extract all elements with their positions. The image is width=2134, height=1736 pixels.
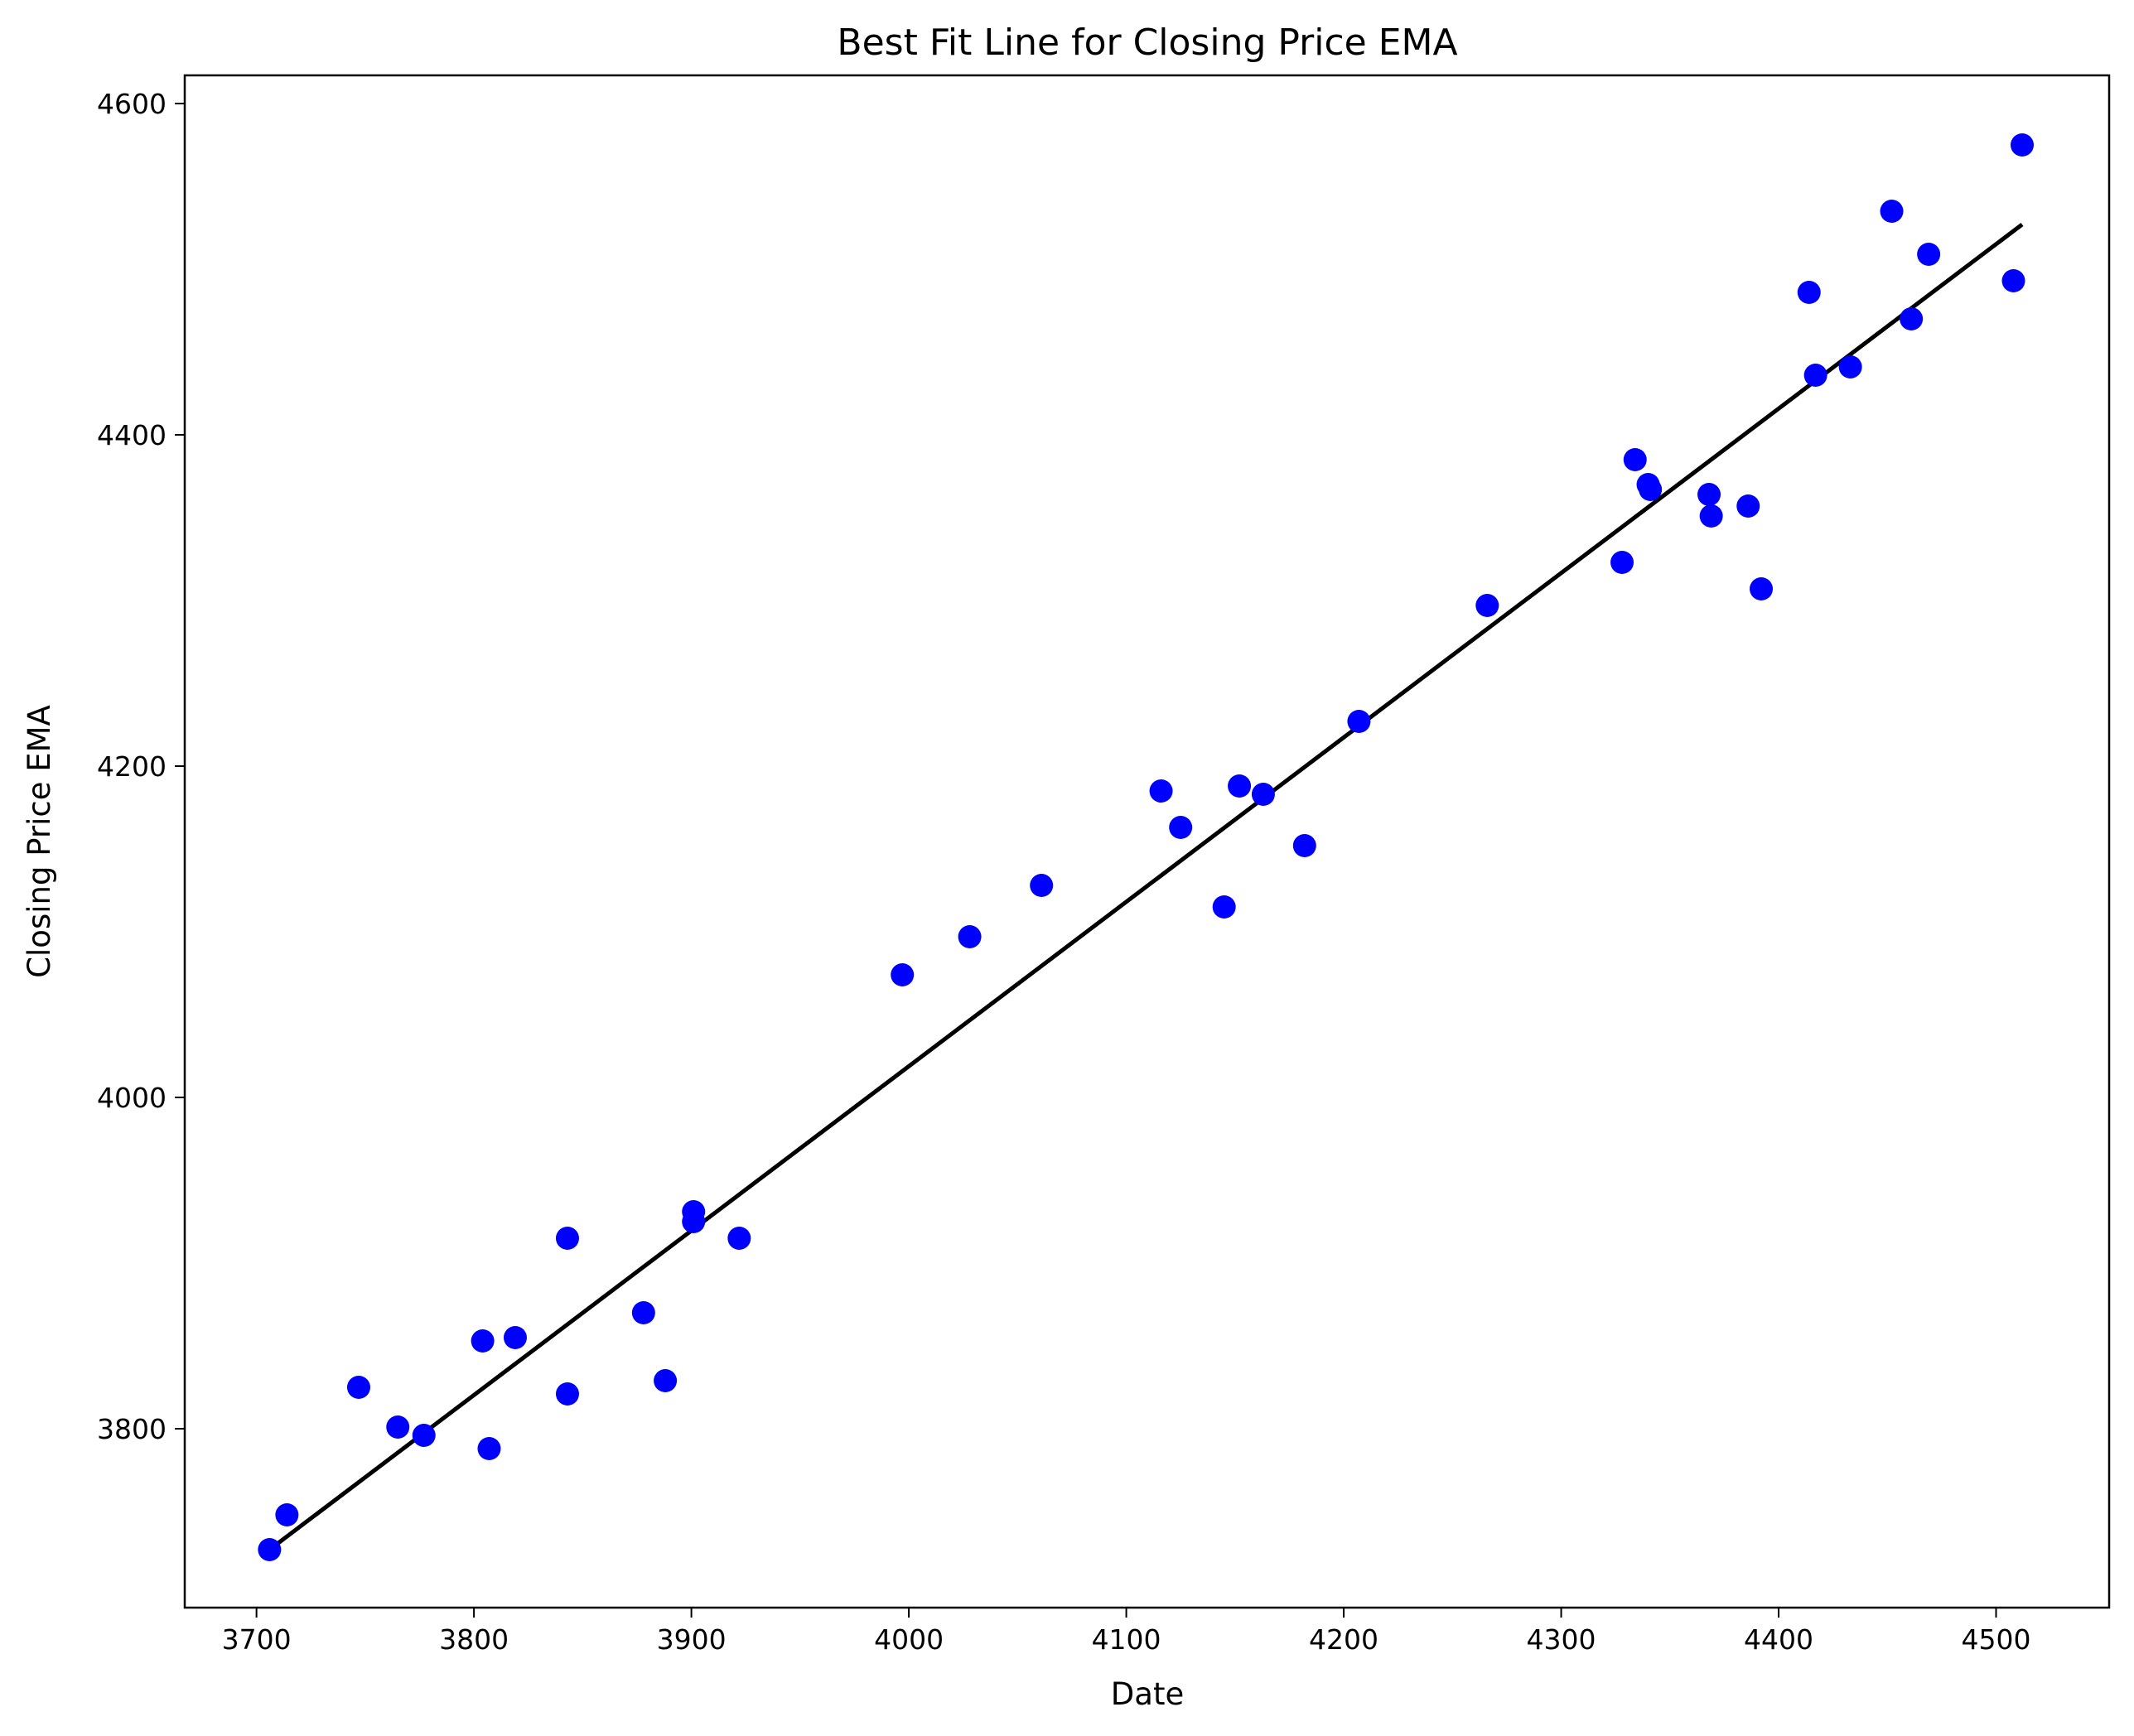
x-tick-label: 4400 (1744, 1623, 1813, 1656)
data-point (1838, 355, 1862, 379)
data-point (1900, 307, 1924, 330)
data-point (654, 1369, 678, 1392)
x-axis-ticks: 3700 3800 3900 4000 4100 4200 4300 4400 4500 (222, 1608, 2031, 1656)
data-point (1639, 478, 1663, 501)
data-point (1228, 774, 1252, 798)
data-point (346, 1376, 370, 1399)
data-point (1212, 895, 1236, 919)
data-point (503, 1326, 527, 1349)
data-point (1736, 494, 1760, 518)
data-point (1803, 364, 1827, 387)
x-tick-label: 3700 (222, 1623, 292, 1656)
data-point (1697, 483, 1721, 506)
points-layer (258, 133, 2035, 1561)
x-tick-label: 4300 (1527, 1623, 1596, 1656)
data-point (471, 1329, 495, 1353)
y-tick-label: 4600 (97, 88, 167, 120)
data-point (1251, 783, 1275, 806)
y-tick-label: 4400 (97, 419, 167, 451)
data-point (1149, 779, 1173, 803)
y-axis-label: Closing Price EMA (22, 705, 57, 978)
x-axis-label: Date (1111, 1676, 1184, 1712)
data-point (2011, 133, 2035, 157)
data-point (1797, 281, 1821, 304)
data-point (958, 925, 982, 948)
y-tick-label: 4000 (97, 1082, 167, 1114)
data-point (412, 1424, 436, 1447)
data-point (555, 1227, 579, 1250)
x-tick-label: 4200 (1309, 1623, 1378, 1656)
fit-line-layer (268, 223, 2024, 1551)
chart-title: Best Fit Line for Closing Price EMA (837, 22, 1457, 64)
y-tick-label: 4200 (97, 750, 167, 783)
x-tick-label: 3800 (439, 1623, 509, 1656)
x-tick-label: 4500 (1962, 1623, 2031, 1656)
data-point (1610, 551, 1634, 574)
x-tick-label: 3900 (657, 1623, 727, 1656)
data-point (2001, 269, 2025, 292)
data-point (275, 1503, 299, 1526)
data-point (258, 1538, 282, 1561)
data-point (1169, 816, 1193, 839)
data-point (1347, 710, 1371, 733)
plot-frame (183, 74, 2111, 1609)
x-tick-label: 4000 (874, 1623, 944, 1656)
data-point (682, 1210, 706, 1233)
y-tick-label: 3800 (97, 1413, 167, 1445)
data-point (891, 963, 915, 986)
data-point (1623, 448, 1647, 471)
data-point (1699, 504, 1723, 528)
plot-area (183, 74, 2111, 1609)
data-point (631, 1301, 655, 1324)
data-point (1475, 594, 1499, 617)
data-point (1880, 200, 1904, 223)
data-point (1292, 834, 1316, 857)
data-point (477, 1437, 501, 1460)
data-point (386, 1415, 410, 1439)
best-fit-line (268, 223, 2024, 1551)
data-point (1750, 577, 1774, 600)
data-point (1030, 874, 1054, 897)
data-point (555, 1382, 579, 1406)
data-point (1917, 243, 1941, 266)
y-axis-ticks: 3800 4000 4200 4400 4600 (97, 88, 185, 1445)
x-tick-label: 4100 (1092, 1623, 1161, 1656)
data-point (727, 1227, 751, 1250)
